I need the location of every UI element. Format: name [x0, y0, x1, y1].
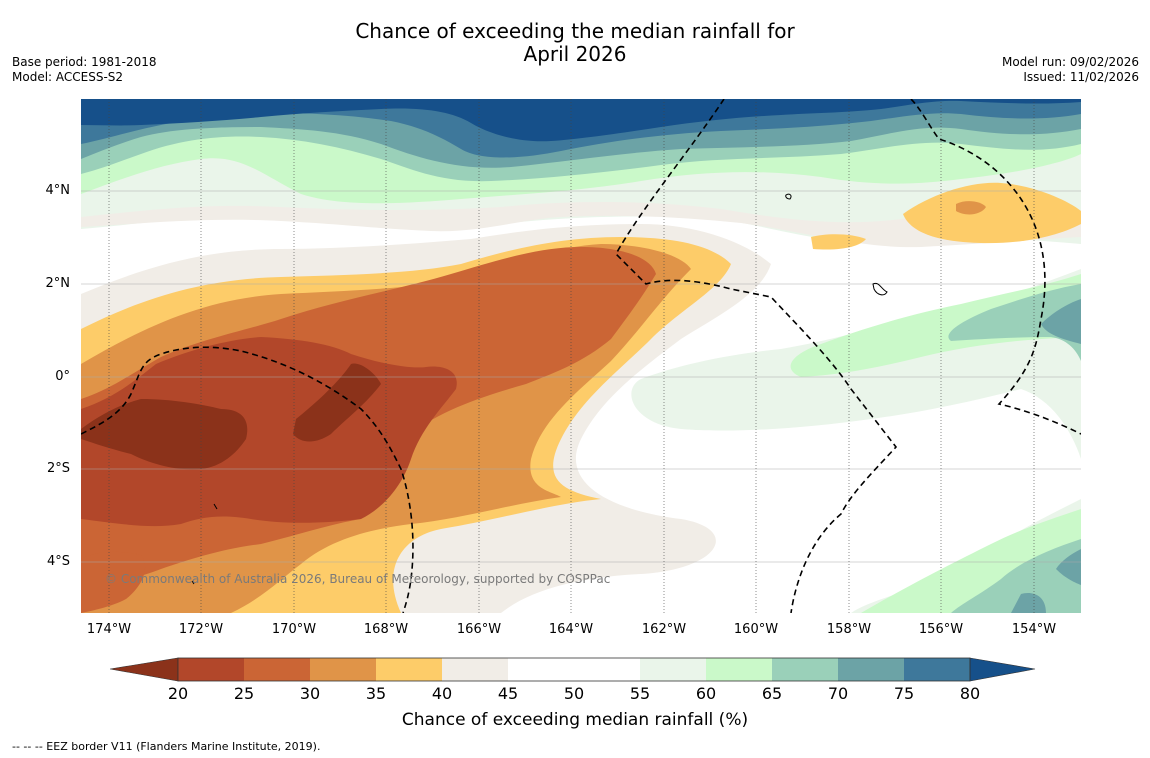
colorbar-tick: 45	[497, 684, 519, 703]
latitude-gridlines	[81, 190, 1081, 563]
region-30-35-northeast	[956, 201, 986, 215]
island-north	[785, 193, 792, 200]
island-atoll	[872, 282, 888, 296]
colorbar-tick: 70	[827, 684, 849, 703]
region-65-70-southeast	[951, 539, 1081, 613]
colorbar-lt20	[110, 657, 179, 682]
colorbar-tick: 20	[167, 684, 189, 703]
colorbar	[110, 657, 1036, 682]
model-run: Model run: 09/02/2026	[1001, 55, 1139, 69]
region-gt80-north	[81, 99, 1081, 142]
colorbar-60-65	[706, 658, 772, 681]
colorbar-tick: 50	[563, 684, 585, 703]
issued-date: Issued: 11/02/2026	[1023, 70, 1139, 84]
lon-label: 160°W	[733, 622, 779, 637]
lon-label: 170°W	[271, 622, 317, 637]
colorbar-tick: 40	[431, 684, 453, 703]
region-70-75-east	[1041, 299, 1081, 344]
lon-label: 154°W	[1011, 622, 1057, 637]
region-lt20	[81, 363, 381, 470]
lat-label-4s: 4°S	[46, 554, 70, 569]
rainfall-probability-map	[81, 99, 1081, 613]
lon-label: 164°W	[548, 622, 594, 637]
colorbar-tick: 30	[299, 684, 321, 703]
colorbar-30-35	[310, 658, 376, 681]
colorbar-gt80	[969, 657, 1036, 682]
eez-border-central	[615, 99, 898, 613]
colorbar-tick: 35	[365, 684, 387, 703]
colorbar-70-75	[838, 658, 904, 681]
lon-label: 172°W	[178, 622, 224, 637]
eez-borders	[81, 99, 1081, 613]
colorbar-25-30	[244, 658, 310, 681]
base-period: Base period: 1981-2018	[12, 55, 157, 69]
region-25-30-southwest	[81, 551, 146, 613]
colorbar-tick: 65	[761, 684, 783, 703]
lon-label: 162°W	[641, 622, 687, 637]
lon-label: 156°W	[918, 622, 964, 637]
colorbar-50-55	[574, 658, 640, 681]
colorbar-40-45	[442, 658, 508, 681]
eez-footnote: -- -- -- EEZ border V11 (Flanders Marine…	[12, 740, 321, 753]
colorbar-45-50	[508, 658, 574, 681]
lat-label-2n: 2°N	[45, 276, 71, 291]
region-65-70-east	[948, 284, 1081, 361]
eez-border-east	[910, 99, 1081, 435]
colorbar-title: Chance of exceeding median rainfall (%)	[401, 710, 749, 730]
copyright-notice: © Commonwealth of Australia 2026, Bureau…	[105, 572, 611, 586]
lat-label-equator: 0°	[55, 369, 70, 384]
region-60-65-south	[790, 274, 1081, 377]
colorbar-55-60	[640, 658, 706, 681]
lon-label: 174°W	[86, 622, 132, 637]
region-35-40-spot	[811, 234, 866, 250]
colorbar-tick: 60	[695, 684, 717, 703]
lat-label-4n: 4°N	[45, 183, 71, 198]
lat-label-2s: 2°S	[46, 461, 70, 476]
lon-label: 168°W	[363, 622, 409, 637]
region-70-75-southeast	[1011, 549, 1081, 613]
colorbar-tick: 25	[233, 684, 255, 703]
colorbar-tick: 80	[959, 684, 981, 703]
colorbar-65-70	[772, 658, 838, 681]
chart-title-line2: April 2026	[523, 42, 627, 66]
island-west	[213, 503, 218, 510]
islands	[191, 193, 888, 585]
colorbar-tick: 55	[629, 684, 651, 703]
lon-label: 158°W	[826, 622, 872, 637]
colorbar-20-25	[178, 658, 244, 681]
colorbar-frame	[177, 657, 971, 682]
lon-label: 166°W	[456, 622, 502, 637]
model-name: Model: ACCESS-S2	[12, 70, 124, 84]
colorbar-tick: 75	[893, 684, 915, 703]
island-southwest	[191, 580, 195, 585]
chart-title-line1: Chance of exceeding the median rainfall …	[355, 19, 795, 43]
colorbar-75-80	[904, 658, 970, 681]
colorbar-35-40	[376, 658, 442, 681]
